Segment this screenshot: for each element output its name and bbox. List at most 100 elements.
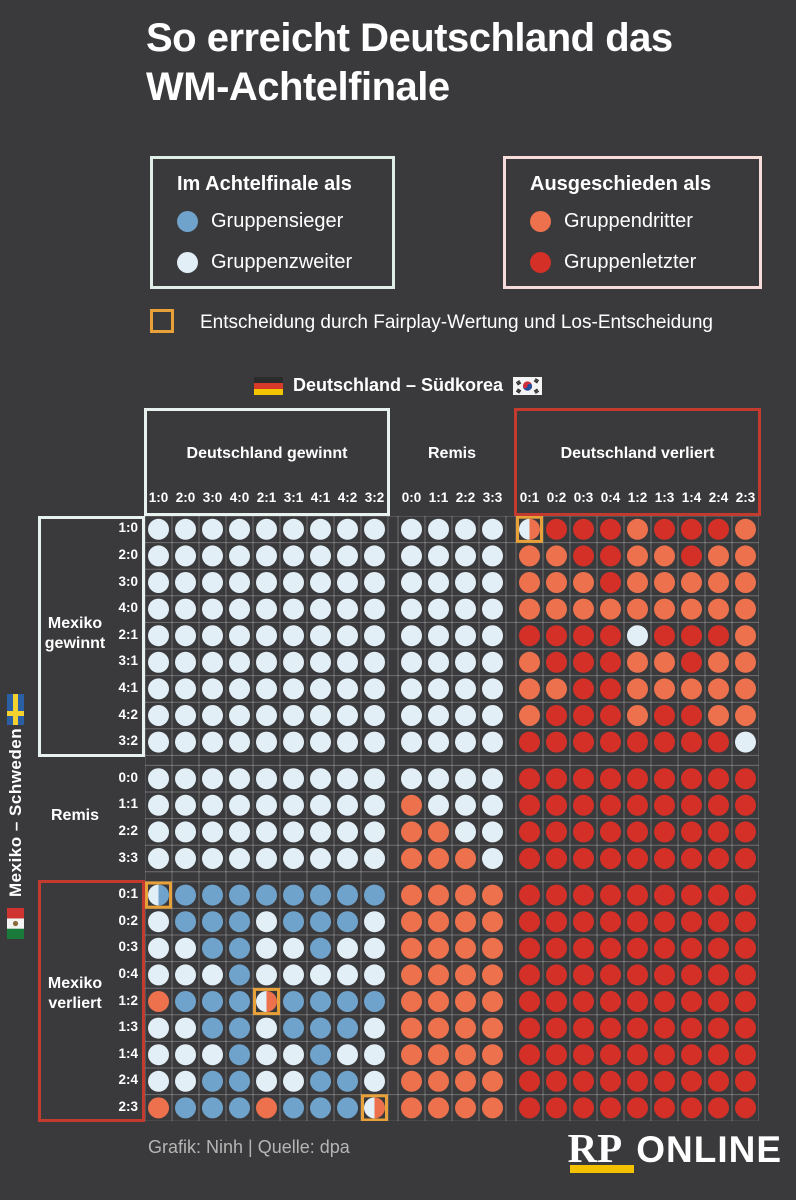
result-dot (229, 821, 251, 843)
result-dot (481, 571, 503, 593)
result-dot (572, 821, 594, 843)
result-dot (428, 731, 450, 753)
col-tick: 4:2 (337, 490, 358, 505)
result-dot (148, 678, 170, 700)
result-dot (202, 704, 224, 726)
result-dot (599, 625, 621, 647)
result-dot (148, 625, 170, 647)
result-dot (428, 1070, 450, 1092)
result-dot (364, 731, 386, 753)
col-tick: 0:1 (519, 490, 540, 505)
result-dot (454, 884, 476, 906)
result-dot (256, 1017, 278, 1039)
result-dot (653, 598, 675, 620)
result-dot (707, 937, 729, 959)
result-dot (599, 1017, 621, 1039)
result-dot (518, 794, 540, 816)
result-dot (518, 598, 540, 620)
result-dot (626, 911, 648, 933)
result-dot (545, 1097, 567, 1119)
result-dot (680, 847, 702, 869)
result-dot (229, 598, 251, 620)
result-dot (401, 678, 423, 700)
result-dot (545, 768, 567, 790)
result-dot (202, 937, 224, 959)
result-dot (428, 1017, 450, 1039)
result-dot (428, 847, 450, 869)
result-dot (283, 884, 305, 906)
result-dot (653, 571, 675, 593)
result-dot (175, 911, 197, 933)
result-dot (337, 571, 359, 593)
result-dot (545, 704, 567, 726)
result-dot (401, 794, 423, 816)
result-dot (454, 651, 476, 673)
result-dot (148, 1044, 170, 1066)
col-tick: 2:2 (455, 490, 476, 505)
result-dot (653, 821, 675, 843)
result-dot (283, 937, 305, 959)
result-dot (454, 571, 476, 593)
result-dot (680, 1070, 702, 1092)
result-dot (734, 731, 756, 753)
result-dot (229, 1070, 251, 1092)
result-dot (545, 678, 567, 700)
legend-item-gruppensieger: Gruppensieger (177, 205, 392, 238)
result-dot (599, 937, 621, 959)
result-dot (428, 678, 450, 700)
result-dot (202, 678, 224, 700)
germany-flag-icon (253, 376, 283, 395)
result-dot (148, 731, 170, 753)
row-tick: 1:4 (118, 1045, 138, 1061)
result-dot (175, 1017, 197, 1039)
result-dot (680, 518, 702, 540)
result-dot (283, 651, 305, 673)
result-dot (454, 964, 476, 986)
col-tick: 0:4 (600, 490, 621, 505)
result-dot (283, 678, 305, 700)
result-dot (148, 937, 170, 959)
result-dot (401, 571, 423, 593)
fairplay-box-icon (361, 1094, 389, 1122)
result-dot (680, 1017, 702, 1039)
result-dot (599, 884, 621, 906)
result-dot (572, 990, 594, 1012)
result-dot (518, 847, 540, 869)
result-dot (428, 1044, 450, 1066)
result-dot (481, 518, 503, 540)
result-dot (283, 1070, 305, 1092)
result-dot (572, 571, 594, 593)
result-dot (401, 884, 423, 906)
result-dot (481, 704, 503, 726)
result-dot (572, 1017, 594, 1039)
legend-item-label: Gruppensieger (211, 210, 344, 232)
title-line2: WM-Achtelfinale (146, 65, 450, 109)
side-header-label: Mexiko – Schweden (6, 727, 25, 897)
result-dot (599, 571, 621, 593)
result-dot (401, 768, 423, 790)
result-dot (229, 911, 251, 933)
result-dot (518, 1044, 540, 1066)
result-dot (175, 731, 197, 753)
result-dot (148, 990, 170, 1012)
result-dot (572, 704, 594, 726)
result-dot (707, 884, 729, 906)
col-tick: 1:4 (681, 490, 702, 505)
result-dot (364, 768, 386, 790)
result-dot (653, 768, 675, 790)
result-dot (481, 884, 503, 906)
result-dot (734, 625, 756, 647)
result-dot (481, 768, 503, 790)
result-dot (310, 651, 332, 673)
result-dot (283, 625, 305, 647)
result-dot (653, 911, 675, 933)
result-dot (680, 884, 702, 906)
result-dot (734, 598, 756, 620)
result-dot (175, 625, 197, 647)
result-dot (229, 937, 251, 959)
result-dot (175, 1070, 197, 1092)
result-dot (364, 571, 386, 593)
page-title: So erreicht Deutschland das WM-Achtelfina… (146, 14, 673, 112)
result-dot (626, 964, 648, 986)
result-dot (572, 518, 594, 540)
